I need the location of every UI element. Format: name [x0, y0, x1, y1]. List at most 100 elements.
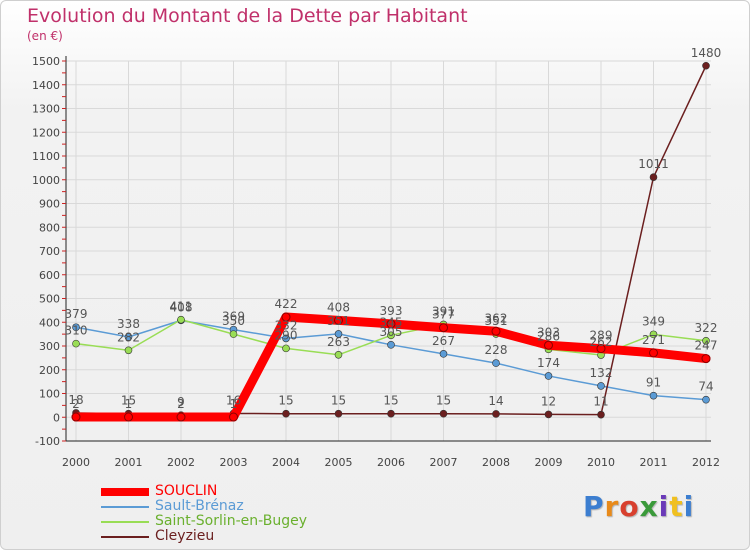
- data-point: [702, 395, 710, 404]
- x-tick-label: 2010: [587, 456, 615, 469]
- data-point: [334, 315, 343, 325]
- data-point: [72, 339, 80, 348]
- y-tick-label: 700: [39, 245, 60, 258]
- y-tick-label: 800: [39, 221, 60, 234]
- legend-label: Cleyzieu: [155, 528, 215, 544]
- data-point: [649, 348, 658, 358]
- data-label: 15: [121, 394, 136, 408]
- data-label: 411: [170, 300, 193, 314]
- data-label: 11: [593, 395, 608, 409]
- data-label: 282: [117, 330, 140, 344]
- data-point: [229, 412, 238, 422]
- brand-letter: x: [639, 490, 659, 523]
- data-point: [439, 409, 448, 418]
- data-point: [282, 334, 290, 343]
- data-label: 408: [170, 300, 193, 314]
- data-label: 332: [275, 318, 298, 332]
- data-point: [124, 346, 133, 355]
- data-label: 9: [177, 395, 185, 409]
- data-point: [177, 315, 185, 324]
- y-tick-label: 0: [53, 411, 60, 424]
- data-label: 310: [65, 324, 88, 338]
- y-tick-label: 600: [39, 269, 60, 282]
- x-tick-label: 2008: [482, 456, 510, 469]
- data-label: 15: [436, 394, 451, 408]
- data-label: 289: [590, 329, 613, 343]
- y-tick-label: 300: [39, 340, 60, 353]
- data-label: 351: [327, 314, 350, 328]
- data-label: 322: [695, 321, 718, 335]
- data-label: 408: [327, 300, 350, 314]
- grid-lines: [66, 60, 711, 442]
- data-point: [491, 326, 501, 336]
- data-point: [544, 340, 553, 350]
- data-label: 228: [485, 343, 508, 357]
- data-label: 369: [222, 310, 245, 324]
- legend-label: Saint-Sorlin-en-Bugey: [155, 513, 307, 529]
- data-label: 12: [541, 394, 556, 408]
- legend-swatch: [101, 521, 149, 523]
- x-tick-label: 2002: [167, 456, 195, 469]
- y-tick-label: 1300: [32, 103, 60, 116]
- data-label: 349: [642, 314, 665, 328]
- data-label: 263: [327, 335, 350, 349]
- data-label: 267: [432, 334, 455, 348]
- data-label: 305: [380, 325, 403, 339]
- y-tick-label: 400: [39, 316, 60, 329]
- data-point: [124, 412, 133, 422]
- data-label: 391: [432, 304, 455, 318]
- data-label: 74: [698, 380, 713, 394]
- data-point: [702, 336, 710, 345]
- data-point: [334, 409, 343, 418]
- x-tick-label: 2005: [325, 456, 353, 469]
- data-label: 174: [537, 356, 560, 370]
- data-point: [387, 331, 395, 340]
- brand-letter: r: [604, 490, 620, 523]
- data-point: [334, 350, 343, 359]
- y-tick-label: 1200: [32, 126, 60, 139]
- y-tick-label: 200: [39, 364, 60, 377]
- data-point: [649, 173, 658, 181]
- data-label: 422: [275, 297, 298, 311]
- x-tick-label: 2007: [430, 456, 458, 469]
- data-point: [597, 410, 605, 419]
- x-tick-label: 2000: [62, 456, 90, 469]
- y-tick-label: 1400: [32, 79, 60, 92]
- data-label: 2: [177, 397, 185, 411]
- data-label: 2: [72, 397, 80, 411]
- y-tick-label: 900: [39, 198, 60, 211]
- data-label: 338: [117, 317, 140, 331]
- data-label: 1480: [691, 46, 722, 60]
- legend-swatch: [101, 506, 149, 508]
- brand-letter: t: [669, 490, 684, 523]
- data-point: [71, 412, 81, 422]
- y-tick-label: 1500: [32, 55, 60, 68]
- data-point: [124, 333, 133, 341]
- data-label: 132: [590, 366, 613, 380]
- data-label: 15: [331, 394, 346, 408]
- x-tick-label: 2001: [115, 456, 143, 469]
- data-point: [597, 382, 605, 390]
- data-point: [282, 409, 290, 418]
- data-label: 350: [222, 314, 245, 328]
- data-point: [492, 410, 500, 418]
- data-label: 351: [485, 314, 508, 328]
- data-label: 1: [230, 397, 238, 411]
- x-tick-label: 2006: [377, 456, 405, 469]
- data-point: [649, 391, 658, 400]
- data-label: 14: [488, 394, 503, 408]
- data-label: 377: [432, 308, 455, 322]
- data-point: [596, 344, 606, 354]
- brand-logo: Proxiti: [583, 490, 694, 523]
- data-point: [387, 409, 395, 418]
- data-label: 1: [125, 397, 133, 411]
- y-tick-label: -100: [35, 435, 60, 448]
- data-point: [702, 61, 710, 70]
- x-tick-label: 2003: [220, 456, 248, 469]
- data-point: [439, 323, 448, 333]
- legend-label: Sault-Brénaz: [155, 498, 244, 514]
- series-lines: [71, 61, 711, 422]
- data-label: 18: [68, 393, 83, 407]
